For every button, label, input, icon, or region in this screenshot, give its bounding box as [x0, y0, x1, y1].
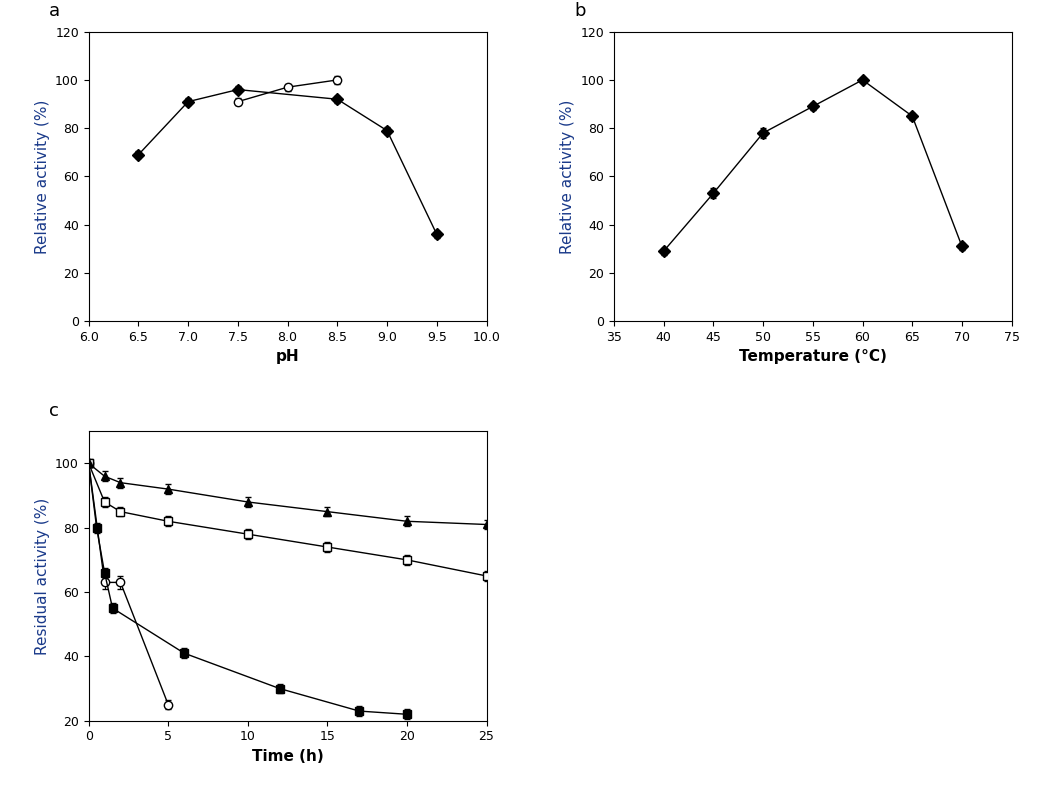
X-axis label: Time (h): Time (h)	[251, 749, 323, 764]
Text: a: a	[49, 2, 60, 20]
Text: c: c	[49, 402, 58, 420]
Y-axis label: Relative activity (%): Relative activity (%)	[560, 99, 575, 253]
X-axis label: Temperature (°C): Temperature (°C)	[738, 349, 887, 364]
Y-axis label: Residual activity (%): Residual activity (%)	[34, 497, 49, 655]
X-axis label: pH: pH	[275, 349, 299, 364]
Text: b: b	[574, 2, 585, 20]
Y-axis label: Relative activity (%): Relative activity (%)	[34, 99, 49, 253]
